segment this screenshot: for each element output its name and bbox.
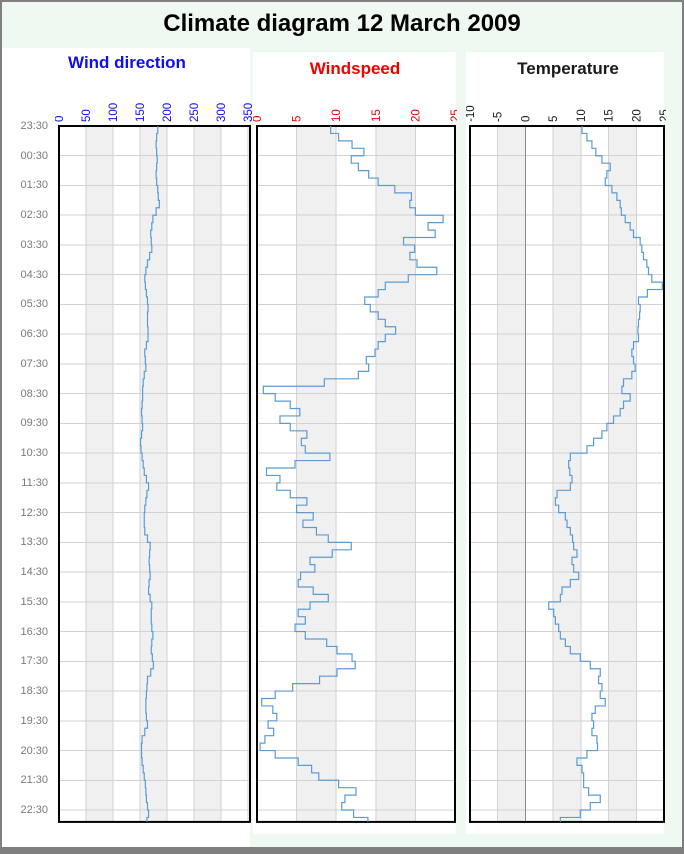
time-label: 10:30 [20,447,48,460]
time-label: 06:30 [20,328,48,341]
time-label: 22:30 [20,804,48,817]
page-title: Climate diagram 12 March 2009 [163,10,521,37]
wind-direction-plot: 0 50 100 150 200 250 300 350 [55,103,252,823]
tick-label: 15 [371,109,383,122]
time-label: 12:30 [20,506,48,519]
time-label: 21:30 [20,774,48,787]
windspeed-series-line [259,126,444,822]
time-label: 09:30 [20,417,48,430]
time-label: 19:30 [20,714,48,727]
tick-label: 100 [108,103,120,122]
time-label: 01:30 [20,179,48,192]
time-label: 16:30 [20,625,48,638]
tick-label: 10 [576,109,588,122]
time-label: 00:30 [20,149,48,162]
tick-label: 0 [520,116,532,122]
tick-label: 150 [135,103,147,122]
tick-label: 10 [331,109,343,122]
time-label: 18:30 [20,685,48,698]
temperature-title: Temperature [517,59,619,78]
time-label: 17:30 [20,655,48,668]
tick-label: 0 [253,116,264,122]
tick-label: 200 [162,103,174,122]
tick-label: 15 [604,109,616,122]
time-label: 03:30 [20,238,48,251]
tick-label: 0 [55,116,66,122]
tick-label: -10 [466,105,477,122]
time-label: 08:30 [20,387,48,400]
time-label: 05:30 [20,298,48,311]
tick-label: 20 [631,109,643,122]
tick-label: 5 [548,116,560,122]
time-label: 14:30 [20,566,48,579]
wind-direction-series-line [139,126,160,822]
time-label: 20:30 [20,744,48,757]
tick-label: 5 [292,116,304,122]
time-label: 02:30 [20,209,48,222]
tick-label: 300 [216,103,228,122]
tick-label: 20 [410,109,422,122]
time-label: 13:30 [20,536,48,549]
time-label: 15:30 [20,595,48,608]
tick-label: 350 [243,103,252,122]
tick-label: -5 [493,112,505,122]
time-label: 04:30 [20,268,48,281]
tick-label: 25 [659,109,666,122]
temperature-series-line [548,126,663,822]
windspeed-plot: 0 5 10 15 20 25 [253,109,457,823]
wind-direction-title: Wind direction [68,53,186,72]
tick-label: 250 [189,103,201,122]
time-label: 07:30 [20,357,48,370]
time-label: 11:30 [21,476,48,489]
tick-label: 50 [81,109,93,122]
windspeed-title: Windspeed [309,59,401,78]
tick-label: 25 [450,109,457,122]
temperature-plot: -10 -5 0 5 10 15 20 25 [466,105,666,823]
time-label: 23:30 [20,120,48,132]
